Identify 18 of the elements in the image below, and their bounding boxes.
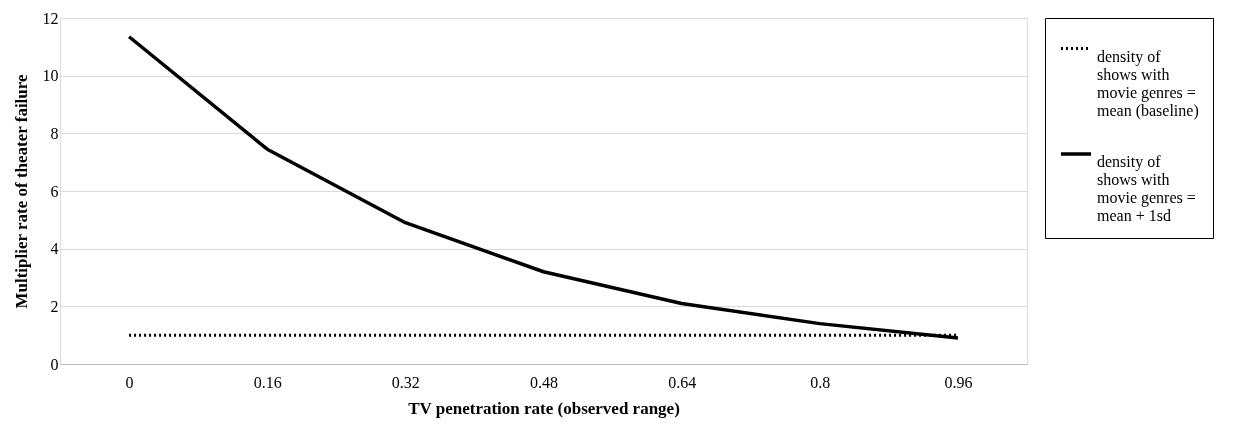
y-axis-title: Multiplier rate of theater failure <box>11 73 31 309</box>
y-tick-label: 2 <box>50 297 59 315</box>
x-tick-label: 0.16 <box>253 373 282 391</box>
legend-label: density of shows with movie genres = mean + 1sd <box>1097 153 1196 224</box>
x-tick-label: 0.32 <box>391 373 420 391</box>
x-tick-label: 0.48 <box>530 373 558 391</box>
x-axis-title: TV penetration rate (observed range) <box>408 398 680 418</box>
y-tick-label: 12 <box>42 9 59 27</box>
y-tick-label: 10 <box>42 67 59 85</box>
y-tick-label: 8 <box>50 124 59 142</box>
y-tick-label: 0 <box>50 355 59 373</box>
y-tick-label: 4 <box>50 240 59 258</box>
x-tick-label: 0.96 <box>944 373 973 391</box>
x-tick-label: 0.8 <box>810 373 831 391</box>
y-tick-label: 6 <box>50 182 59 200</box>
legend-label: density of shows with movie genres = mean (baseline) <box>1097 47 1199 120</box>
x-tick-label: 0 <box>125 373 134 391</box>
x-tick-label: 0.64 <box>668 373 697 391</box>
